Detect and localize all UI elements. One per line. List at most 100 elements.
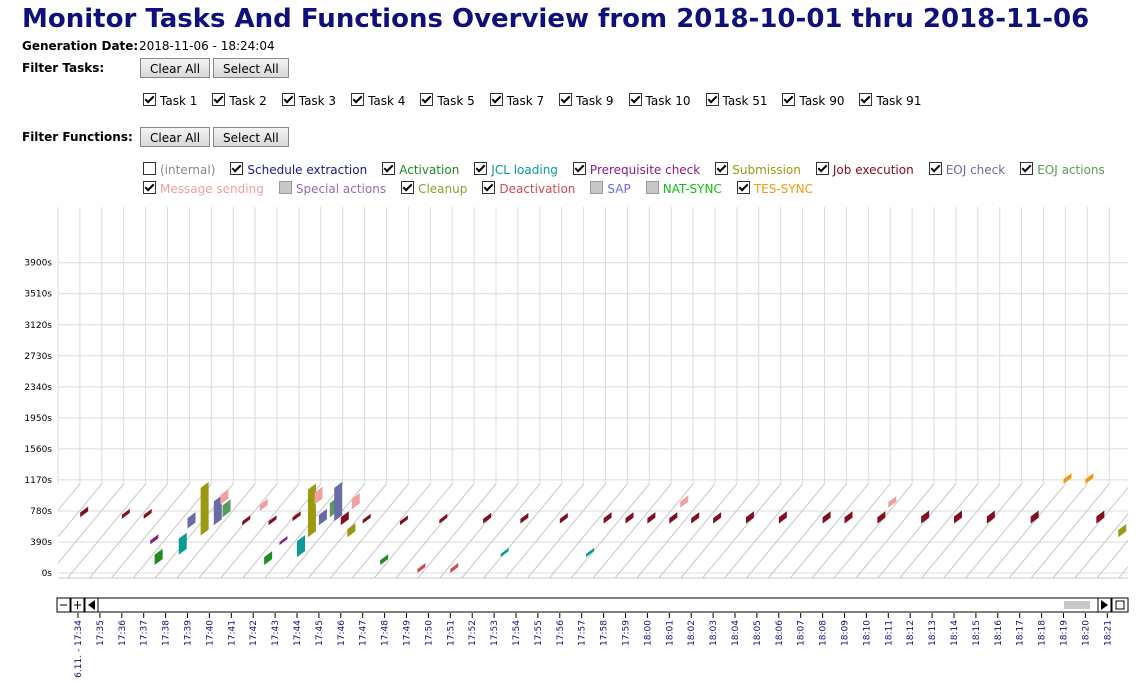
- checkbox-item[interactable]: Prerequisite check: [572, 161, 700, 180]
- clear-all-button[interactable]: Clear All: [140, 127, 211, 147]
- checkbox[interactable]: [1020, 162, 1034, 175]
- diagonal-line: [1096, 539, 1128, 578]
- x-tick-label: 17:38: [162, 620, 172, 646]
- diagonal-line: [89, 483, 168, 578]
- checkbox[interactable]: [143, 181, 156, 194]
- checkbox[interactable]: [278, 181, 292, 194]
- checkbox-item[interactable]: (internal): [143, 161, 215, 180]
- marks: [80, 473, 1127, 573]
- checkbox[interactable]: [645, 181, 659, 194]
- checkbox[interactable]: [715, 162, 729, 175]
- checkbox[interactable]: [736, 181, 750, 194]
- task-segment: [292, 511, 301, 522]
- checkbox-item[interactable]: Task 3: [281, 92, 336, 111]
- left-arrow: [88, 600, 95, 610]
- y-tick-label: 2340s: [24, 383, 52, 393]
- diagonal-line: [833, 483, 913, 578]
- checkbox[interactable]: [705, 93, 719, 106]
- x-tick-label: 18:06: [775, 620, 785, 646]
- task-segment: [80, 506, 89, 518]
- checkbox[interactable]: [382, 162, 396, 175]
- x-tick-label: 18:18: [1038, 620, 1048, 646]
- checkbox-item[interactable]: JCL loading: [474, 161, 558, 180]
- checkbox-item[interactable]: Task 5: [420, 92, 475, 111]
- checkbox-label: JCL loading: [491, 163, 558, 177]
- diagonal-line: [811, 483, 891, 578]
- checkbox-item[interactable]: Task 51: [705, 92, 768, 111]
- checkbox-item[interactable]: Special actions: [278, 180, 386, 199]
- x-tick-label: 17:59: [622, 620, 632, 646]
- checkbox[interactable]: [928, 162, 942, 175]
- diagonal-line: [132, 483, 212, 578]
- checkbox[interactable]: [401, 181, 415, 194]
- checkbox[interactable]: [489, 93, 503, 106]
- diagonal-line: [1052, 486, 1128, 578]
- checkbox-item[interactable]: TES-SYNC: [736, 180, 813, 199]
- diagonal-line: [592, 483, 672, 578]
- checkbox-item[interactable]: Task 4: [351, 92, 405, 111]
- checkbox-item[interactable]: NAT-SYNC: [645, 180, 722, 199]
- checkbox[interactable]: [212, 93, 226, 106]
- checkbox[interactable]: [143, 162, 156, 175]
- diagonal-line: [658, 483, 738, 578]
- diagonal-line: [286, 483, 365, 578]
- checkbox[interactable]: [782, 93, 796, 106]
- checkbox[interactable]: [420, 93, 434, 106]
- checkbox[interactable]: [572, 162, 586, 175]
- task-segment: [680, 495, 689, 508]
- checkbox[interactable]: [230, 162, 244, 175]
- task-segment: [399, 515, 408, 526]
- checkbox-item[interactable]: Submission: [715, 161, 801, 180]
- clear-all-button[interactable]: Clear All: [140, 58, 211, 78]
- checkbox-item[interactable]: Task 91: [859, 92, 921, 111]
- checkbox[interactable]: [482, 181, 496, 194]
- x-tick-label: 18:17: [1016, 620, 1026, 646]
- checkbox-item[interactable]: Task 10: [628, 92, 691, 111]
- task-segment: [877, 511, 886, 524]
- fit-button[interactable]: [1111, 597, 1129, 613]
- scrollbar[interactable]: [56, 597, 1129, 613]
- diagonal-line: [461, 483, 541, 578]
- checkbox[interactable]: [281, 93, 295, 106]
- y-tick-label: 3510s: [24, 290, 52, 300]
- checkbox-item[interactable]: EOJ check: [928, 161, 1005, 180]
- checkbox-item[interactable]: Cleanup: [401, 180, 467, 199]
- checkbox-item[interactable]: Job execution: [815, 161, 914, 180]
- checkbox-item[interactable]: Task 9: [559, 92, 614, 111]
- task-segment: [1063, 473, 1072, 484]
- scroll-thumb[interactable]: [1064, 601, 1090, 609]
- select-all-button[interactable]: Select All: [213, 58, 289, 78]
- x-tick-label: 18:09: [841, 620, 851, 646]
- checkbox[interactable]: [143, 93, 156, 106]
- checkbox[interactable]: [351, 93, 365, 106]
- diagonal-line: [987, 483, 1066, 578]
- checkbox[interactable]: [590, 181, 604, 194]
- checkbox-item[interactable]: Task 90: [782, 92, 844, 111]
- checkbox[interactable]: [474, 162, 488, 175]
- checkbox[interactable]: [859, 93, 873, 106]
- checkbox[interactable]: [815, 162, 829, 175]
- checkbox-item[interactable]: EOJ actions: [1020, 161, 1105, 180]
- scroll-track[interactable]: [56, 597, 1129, 613]
- checkbox-item[interactable]: Schedule extraction: [230, 161, 367, 180]
- checkbox-label: Message sending: [160, 182, 264, 196]
- x-tick-label: 18:00: [643, 620, 653, 646]
- checkbox[interactable]: [628, 93, 642, 106]
- checkbox-item[interactable]: Task 7: [489, 92, 544, 111]
- checkbox-item[interactable]: Message sending: [143, 180, 264, 199]
- checkbox-item[interactable]: Activation: [382, 161, 459, 180]
- diagonal-line: [198, 483, 278, 578]
- checkbox-item[interactable]: Task 1: [143, 92, 197, 111]
- checkbox-label: Task 51: [722, 94, 768, 108]
- x-tick-label: 17:46: [337, 620, 347, 646]
- checkbox-label: Cleanup: [418, 182, 468, 196]
- checkbox-item[interactable]: Deactivation: [482, 180, 575, 199]
- checkbox[interactable]: [559, 93, 573, 106]
- select-all-button[interactable]: Select All: [213, 127, 289, 147]
- task-segment: [625, 512, 634, 524]
- task-segment: [380, 554, 389, 566]
- checkbox-item[interactable]: SAP: [590, 180, 631, 199]
- x-tick-label: 17:39: [184, 620, 194, 646]
- diagonal-line: [570, 483, 650, 578]
- checkbox-item[interactable]: Task 2: [212, 92, 267, 111]
